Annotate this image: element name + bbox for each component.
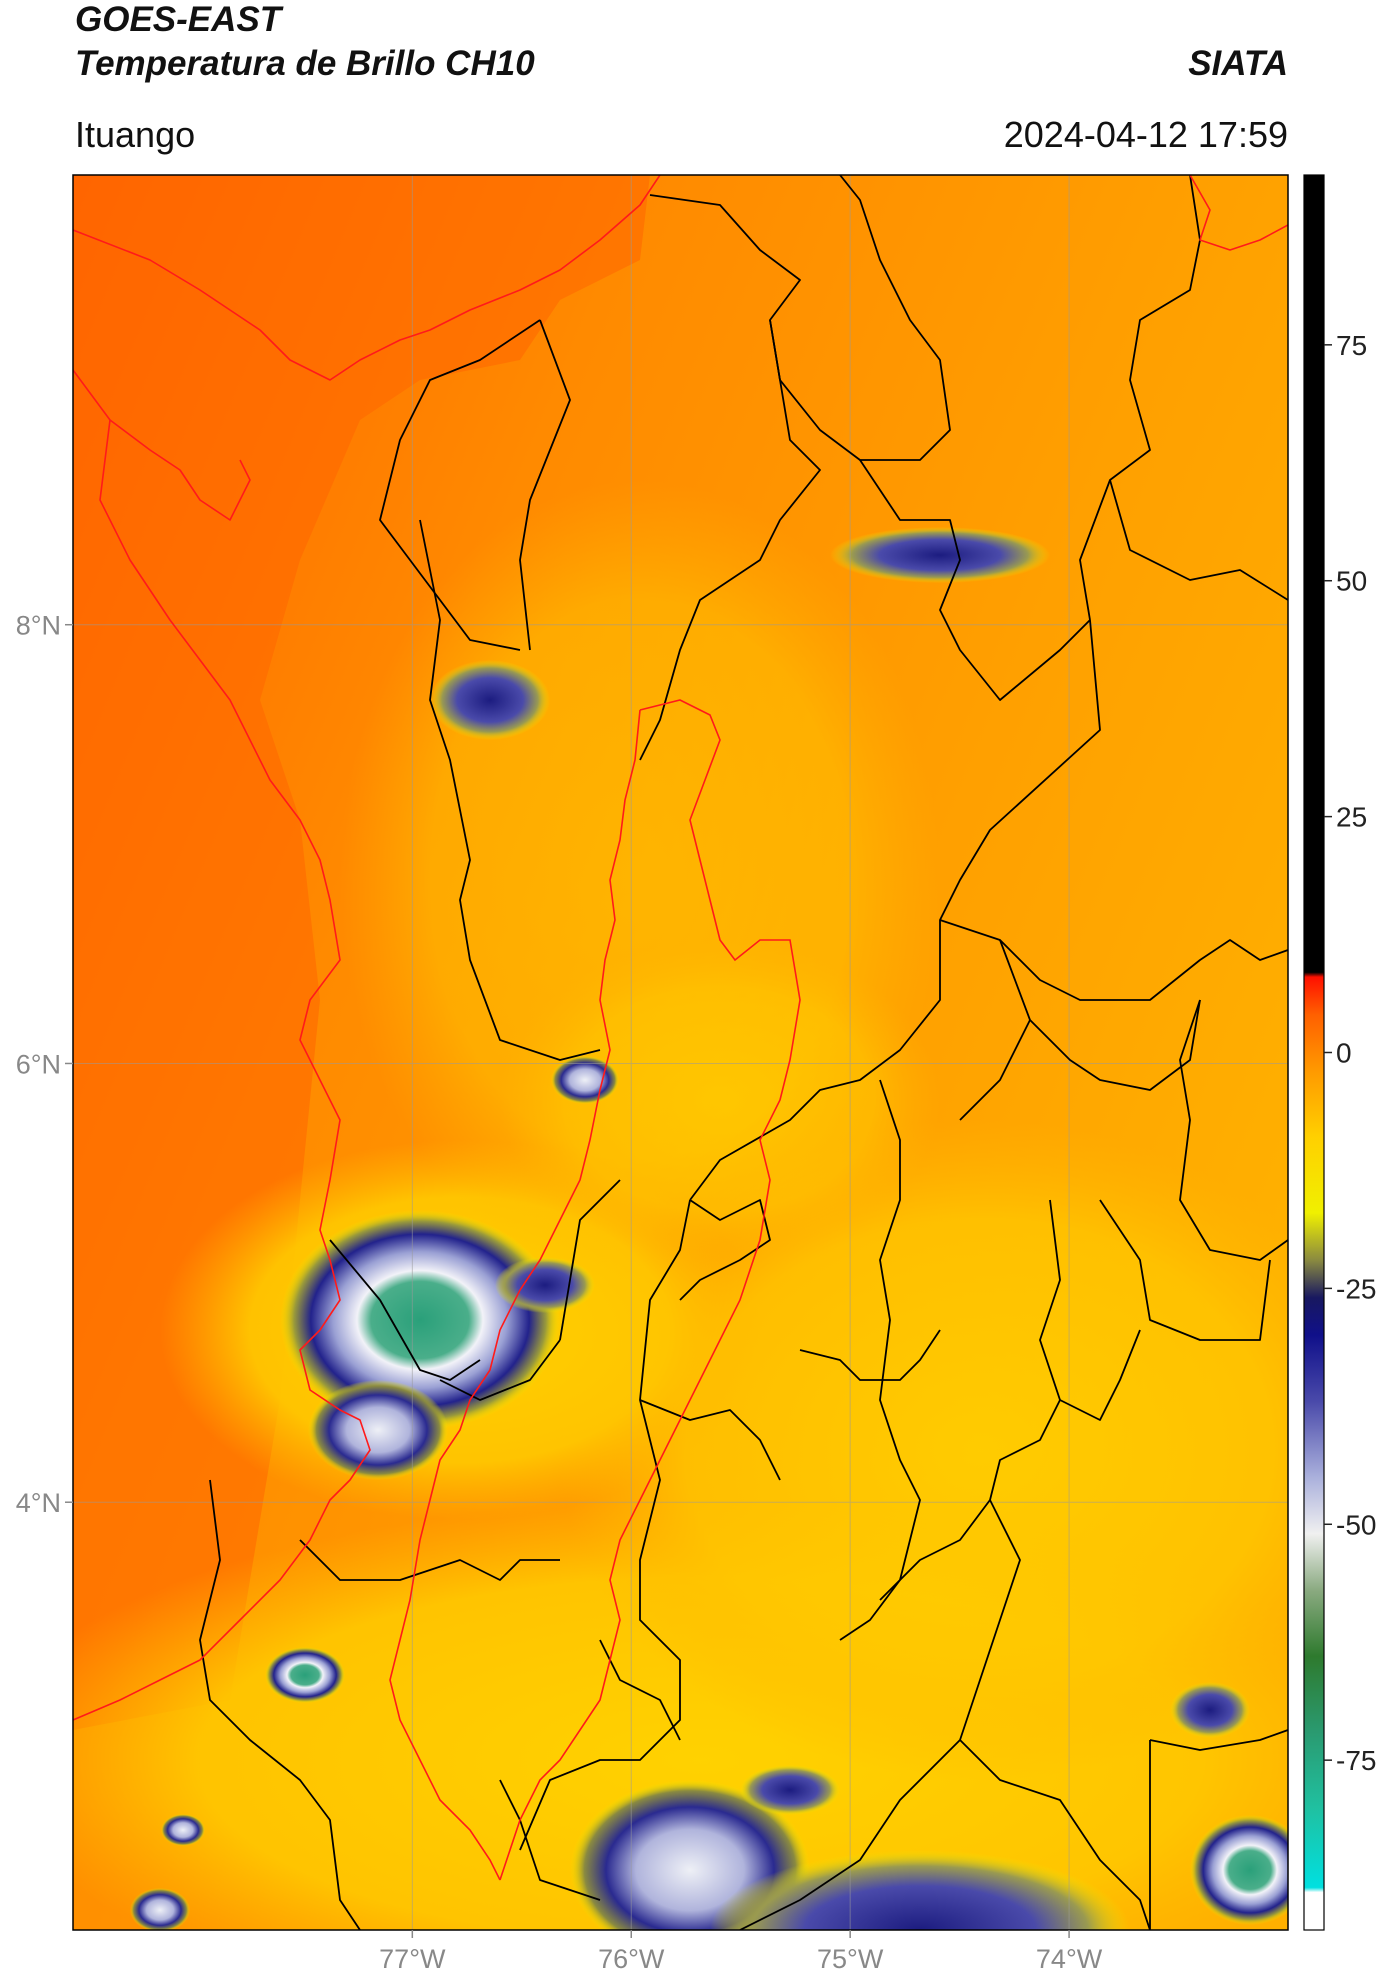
admin-boundary xyxy=(559,1179,621,1341)
southeast-cloud-cell xyxy=(1190,1815,1288,1925)
lat-tick-label: 4°N xyxy=(16,1488,61,1518)
admin-boundary xyxy=(959,1019,1031,1121)
basin-east-boundary xyxy=(499,699,801,1881)
lon-tick-label: 75°W xyxy=(817,1944,884,1974)
timestamp-label: 2024-04-12 17:59 xyxy=(1003,114,1288,155)
admin-boundary xyxy=(959,1739,1151,1930)
admin-boundary xyxy=(839,1079,921,1641)
admin-boundary xyxy=(519,1199,691,1851)
valley-yellow-area xyxy=(500,940,940,1260)
gridlines xyxy=(73,175,1288,1930)
lon-tick-label: 76°W xyxy=(598,1944,665,1974)
admin-boundary xyxy=(879,1199,1061,1601)
north-cloud-cell xyxy=(430,660,550,740)
colorbar-tick-label: -75 xyxy=(1336,1745,1376,1776)
coastal-convective-cell xyxy=(308,1380,448,1480)
coastline xyxy=(73,369,251,521)
admin-boundary xyxy=(939,919,1288,1001)
coastline xyxy=(73,175,661,381)
admin-boundary xyxy=(1179,999,1288,1261)
admin-boundary xyxy=(1109,479,1288,601)
basin-west-boundary xyxy=(389,709,641,1881)
admin-boundary xyxy=(519,319,571,651)
east-cell-fragment xyxy=(495,1257,595,1313)
coastline-boundaries xyxy=(73,175,1288,1721)
organization-label: SIATA xyxy=(1188,44,1288,83)
southwest-cloud-cell xyxy=(265,1647,345,1703)
colorbar-tick-label: 75 xyxy=(1336,330,1367,361)
admin-boundary xyxy=(1149,1729,1288,1751)
small-cloud-speck xyxy=(130,1888,190,1930)
small-cloud-cell xyxy=(551,1056,619,1104)
admin-boundaries xyxy=(199,175,1288,1930)
admin-boundary xyxy=(1099,1199,1271,1341)
axis-ticks: 77°W 76°W 75°W 74°W 8°N 6°N 4°N xyxy=(16,611,1103,1974)
admin-boundary xyxy=(299,1539,560,1581)
colorbar-tick-label: 50 xyxy=(1336,566,1367,597)
location-label: Ituango xyxy=(75,114,196,155)
admin-boundary xyxy=(379,319,541,651)
admin-boundary xyxy=(679,1199,771,1301)
colorbar-tick-label: 25 xyxy=(1336,802,1367,833)
admin-boundary xyxy=(199,1479,361,1930)
admin-boundary xyxy=(799,1329,941,1381)
admin-boundary xyxy=(439,1339,561,1401)
colorbar-tick-label: 0 xyxy=(1336,1038,1352,1069)
admin-boundary xyxy=(859,459,1091,701)
admin-boundary xyxy=(419,519,601,1061)
admin-boundary xyxy=(329,1239,481,1381)
coastline xyxy=(1189,175,1288,251)
northeast-cloud-band xyxy=(830,527,1050,583)
east-cloud-fragment xyxy=(1170,1682,1250,1738)
admin-boundary xyxy=(499,1779,601,1901)
lat-tick-label: 8°N xyxy=(16,611,61,641)
admin-boundary xyxy=(1079,175,1201,621)
colorbar xyxy=(1304,175,1324,1930)
south-cloud-band xyxy=(740,1765,840,1815)
map-frame xyxy=(72,174,1289,1931)
admin-boundary xyxy=(639,1399,781,1481)
product-title: Temperatura de Brillo CH10 xyxy=(75,44,535,83)
coastline xyxy=(73,419,371,1721)
satellite-title: GOES-EAST xyxy=(75,0,282,39)
admin-boundary xyxy=(1059,1329,1141,1421)
lat-tick-label: 6°N xyxy=(16,1049,61,1079)
lon-tick-label: 77°W xyxy=(379,1944,446,1974)
admin-boundary xyxy=(689,619,1101,1201)
small-cloud-speck xyxy=(161,1814,205,1846)
colorbar-tick-label: -50 xyxy=(1336,1509,1376,1540)
colorbar-ticks: 75 50 25 0 -25 -50 -75 xyxy=(1324,330,1376,1776)
colorbar-tick-label: -25 xyxy=(1336,1273,1376,1304)
lon-tick-label: 74°W xyxy=(1036,1944,1103,1974)
south-cloud-band xyxy=(710,1850,1130,1930)
map-field xyxy=(73,175,1288,1930)
admin-boundary xyxy=(639,319,821,761)
